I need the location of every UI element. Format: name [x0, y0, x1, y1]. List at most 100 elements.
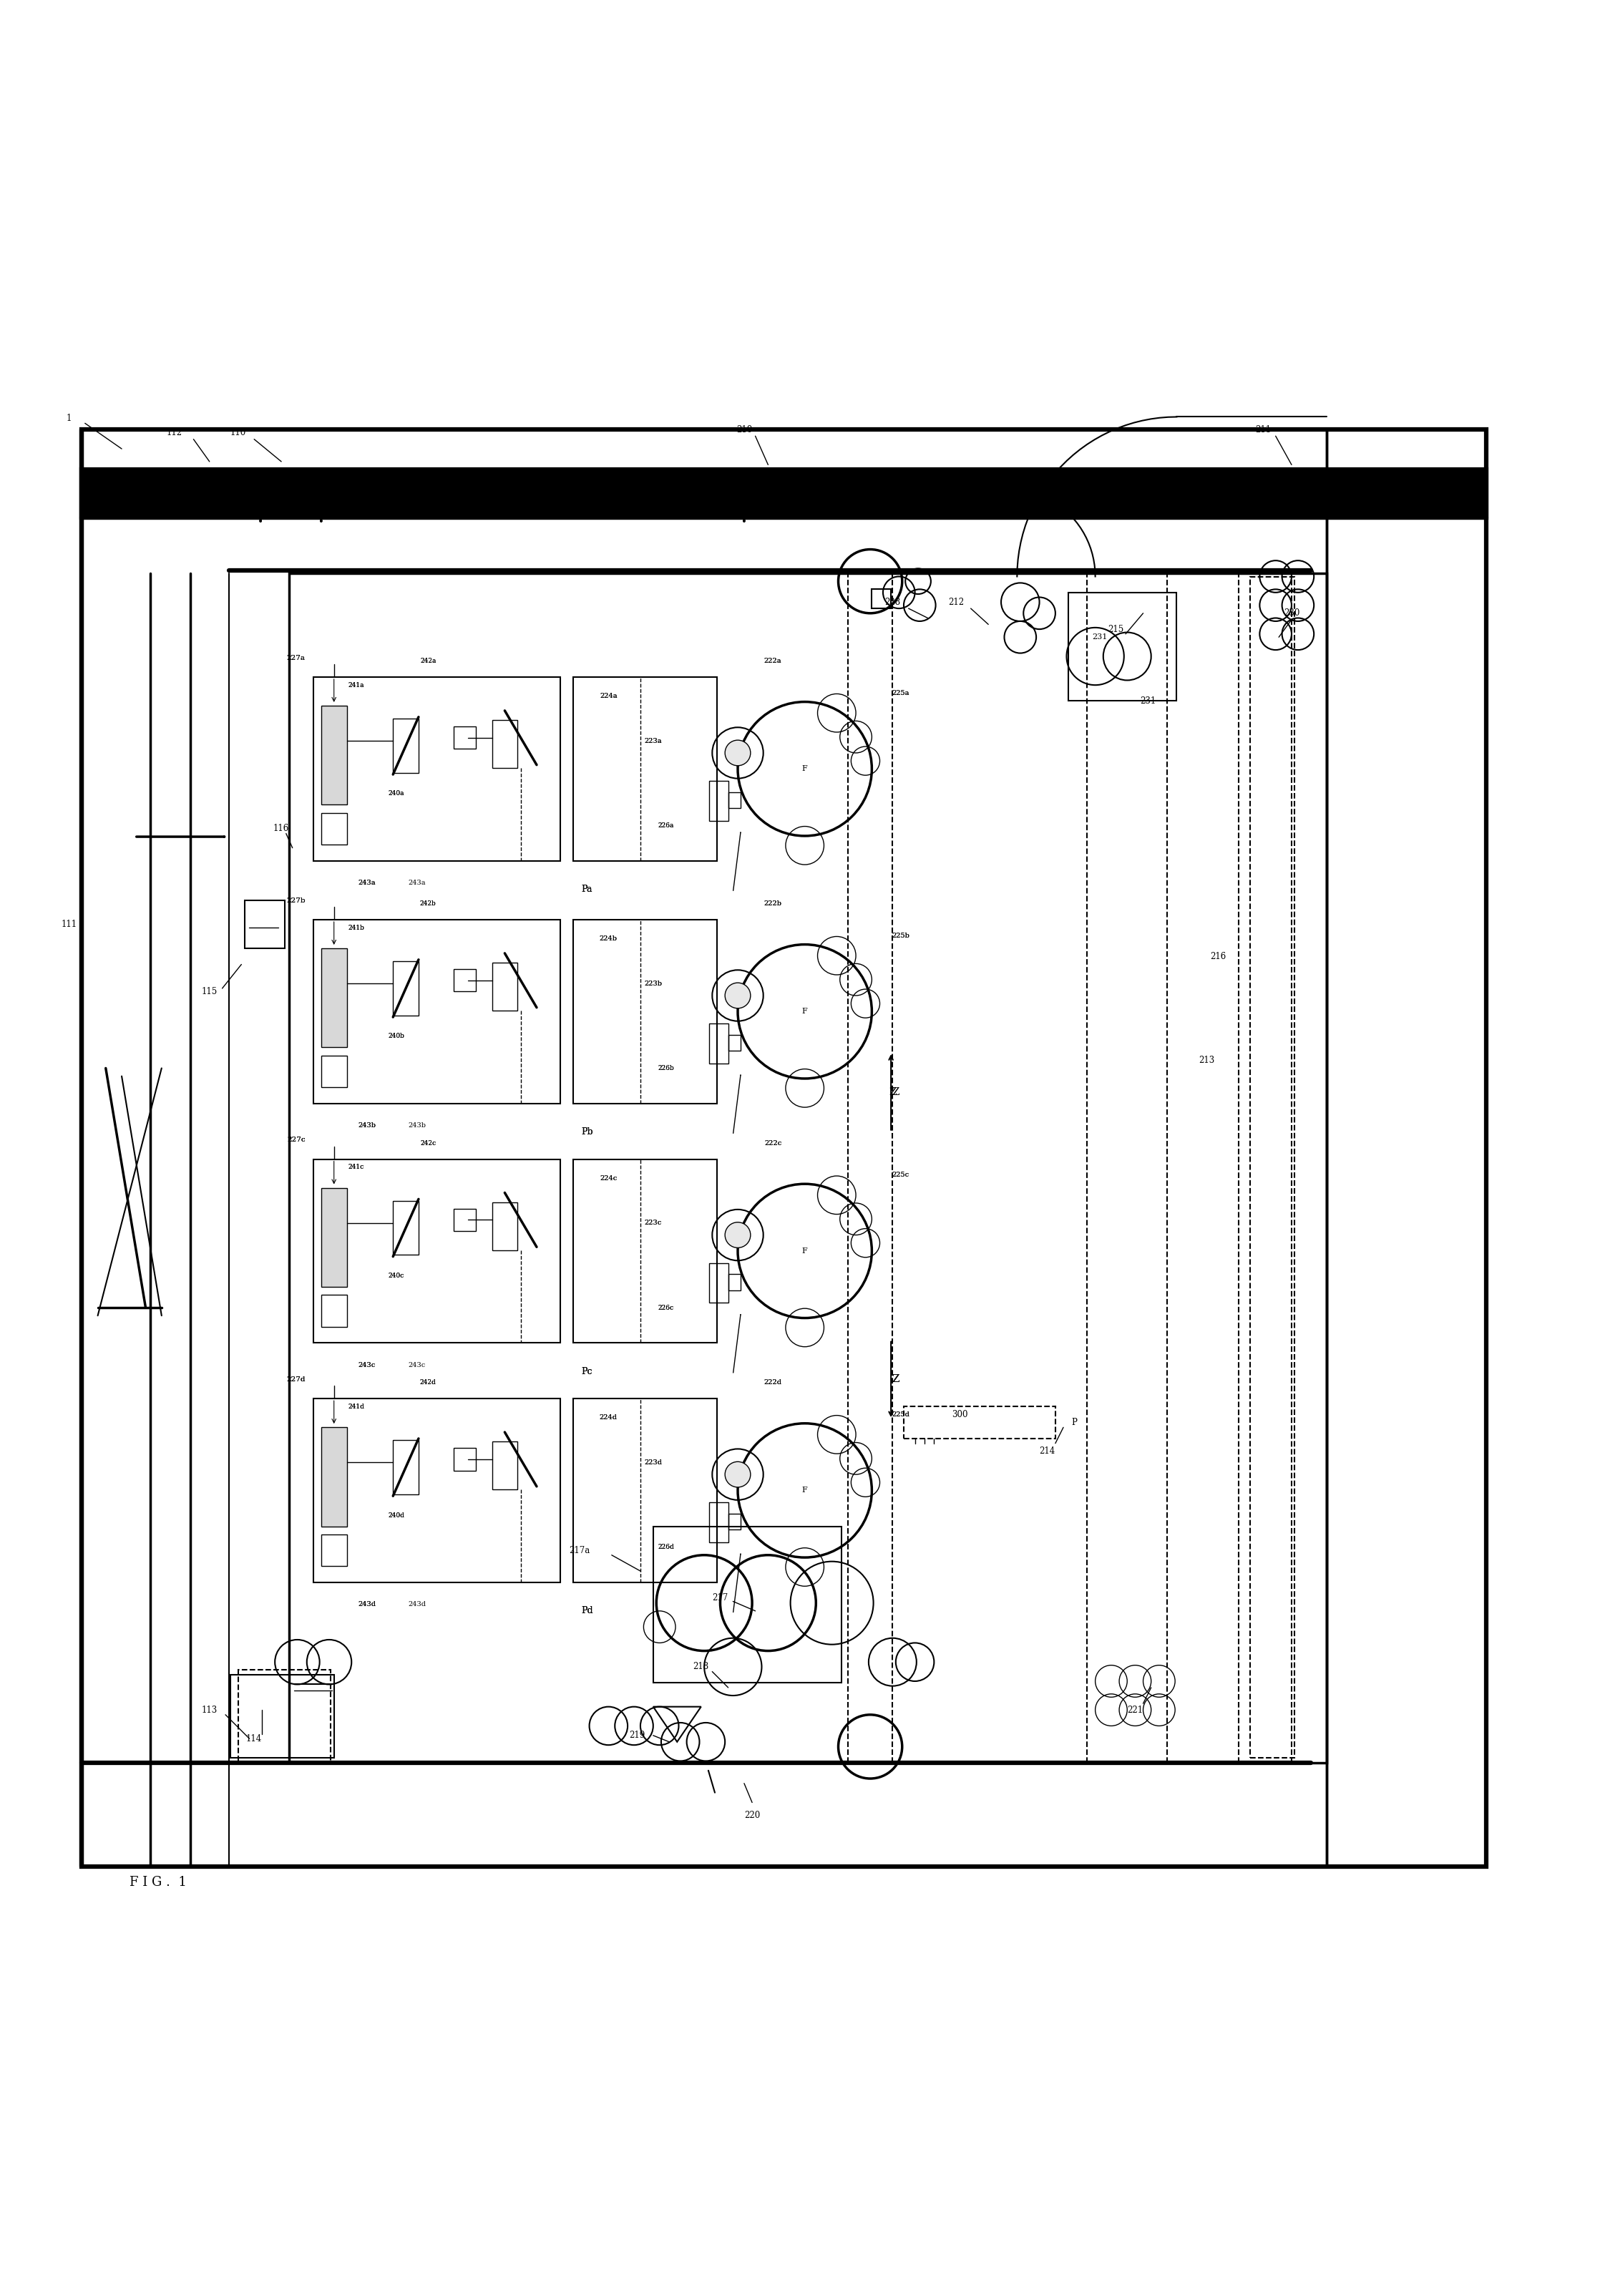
Text: 230: 230 — [1283, 608, 1299, 618]
Bar — [394, 1201, 419, 1256]
Bar — [314, 677, 560, 861]
Text: 223a: 223a — [645, 737, 662, 744]
Bar — [82, 429, 1486, 1867]
Text: 243c: 243c — [408, 1362, 426, 1368]
Text: 242d: 242d — [419, 1380, 437, 1387]
Text: 240d: 240d — [389, 1513, 405, 1518]
Text: 243b: 243b — [358, 1123, 376, 1130]
Text: 227a: 227a — [286, 654, 306, 661]
Text: 227c: 227c — [286, 1137, 306, 1143]
Text: F I G .  1: F I G . 1 — [130, 1876, 187, 1890]
Text: 226d: 226d — [658, 1543, 674, 1550]
Text: 241d: 241d — [349, 1403, 365, 1410]
Text: 227b: 227b — [286, 898, 306, 905]
Text: 225a: 225a — [891, 689, 909, 696]
Text: 243d: 243d — [408, 1600, 426, 1607]
Text: 243d: 243d — [358, 1600, 376, 1607]
Text: 217a: 217a — [570, 1545, 590, 1554]
Text: 241a: 241a — [349, 682, 365, 689]
Text: Z: Z — [890, 1086, 896, 1097]
Text: 221: 221 — [1128, 1706, 1142, 1715]
Text: 225d: 225d — [891, 1412, 909, 1419]
Bar — [322, 1428, 347, 1527]
Bar — [322, 948, 347, 1047]
Text: 225b: 225b — [891, 932, 909, 939]
Text: 222c: 222c — [765, 1141, 781, 1146]
Text: 222a: 222a — [765, 659, 782, 664]
Bar — [904, 1407, 1056, 1440]
Text: 240b: 240b — [389, 1033, 405, 1040]
Text: 226d: 226d — [658, 1543, 674, 1550]
Text: 113: 113 — [202, 1706, 218, 1715]
Text: 224d: 224d — [600, 1414, 618, 1421]
Text: 224c: 224c — [600, 1176, 618, 1182]
Text: 243b: 243b — [408, 1123, 426, 1130]
Text: 243c: 243c — [358, 1362, 376, 1368]
Text: 115: 115 — [202, 987, 218, 996]
Text: F: F — [802, 765, 808, 771]
Bar — [322, 705, 347, 806]
Bar — [314, 921, 560, 1104]
Text: P: P — [1072, 1419, 1077, 1428]
Bar — [573, 921, 717, 1104]
Text: 223a: 223a — [645, 737, 662, 744]
Text: F: F — [802, 1247, 808, 1254]
Bar — [728, 1513, 741, 1529]
Text: 242b: 242b — [419, 900, 437, 907]
Text: 222d: 222d — [763, 1380, 782, 1387]
Text: 240b: 240b — [389, 1033, 405, 1040]
Text: Pa: Pa — [581, 884, 592, 893]
Text: 226b: 226b — [658, 1065, 674, 1072]
Bar — [394, 1440, 419, 1495]
Text: 222a: 222a — [765, 659, 782, 664]
Bar — [709, 1502, 728, 1543]
Text: 242c: 242c — [421, 1141, 437, 1146]
Text: 224b: 224b — [600, 937, 618, 941]
Text: Pb: Pb — [581, 1127, 594, 1137]
Circle shape — [725, 739, 750, 765]
Bar — [238, 1669, 331, 1763]
Bar — [709, 1024, 728, 1063]
Text: 223c: 223c — [645, 1219, 662, 1226]
Bar — [290, 574, 1326, 1763]
Text: 240a: 240a — [389, 790, 405, 797]
Text: 226a: 226a — [658, 822, 674, 829]
Circle shape — [725, 1221, 750, 1247]
Text: 242a: 242a — [421, 659, 437, 664]
Text: 227a: 227a — [286, 654, 306, 661]
Circle shape — [725, 1463, 750, 1488]
Text: F: F — [802, 1488, 808, 1495]
Text: 224b: 224b — [600, 937, 618, 941]
Text: 241b: 241b — [349, 925, 365, 930]
Text: 112: 112 — [166, 427, 182, 439]
Text: Pd: Pd — [581, 1607, 594, 1616]
Bar — [322, 1295, 347, 1327]
Bar — [709, 1263, 728, 1302]
Bar — [728, 1035, 741, 1052]
Bar — [245, 900, 285, 948]
Text: 224a: 224a — [600, 693, 618, 700]
Text: 223b: 223b — [645, 980, 662, 987]
Text: 214: 214 — [1040, 1446, 1056, 1456]
Text: 243b: 243b — [358, 1123, 376, 1130]
Text: 243d: 243d — [358, 1600, 376, 1607]
Text: 225d: 225d — [891, 1412, 909, 1419]
Text: 217: 217 — [712, 1593, 728, 1603]
Text: 218: 218 — [693, 1662, 709, 1671]
Text: 224a: 224a — [600, 693, 618, 700]
Bar — [454, 1449, 477, 1469]
Text: Pb: Pb — [581, 1127, 594, 1137]
Bar — [573, 1159, 717, 1343]
Text: 216: 216 — [1210, 953, 1226, 962]
Text: 228: 228 — [885, 597, 901, 606]
Bar — [454, 969, 477, 992]
Text: 215: 215 — [1109, 625, 1123, 634]
Bar — [82, 471, 1486, 517]
Text: 227d: 227d — [286, 1375, 306, 1382]
Text: 300: 300 — [952, 1410, 968, 1419]
Text: 227d: 227d — [286, 1375, 306, 1382]
Text: 243a: 243a — [358, 879, 376, 886]
Bar — [322, 1056, 347, 1088]
Text: 222b: 222b — [763, 900, 782, 907]
Text: 225c: 225c — [891, 1171, 909, 1178]
